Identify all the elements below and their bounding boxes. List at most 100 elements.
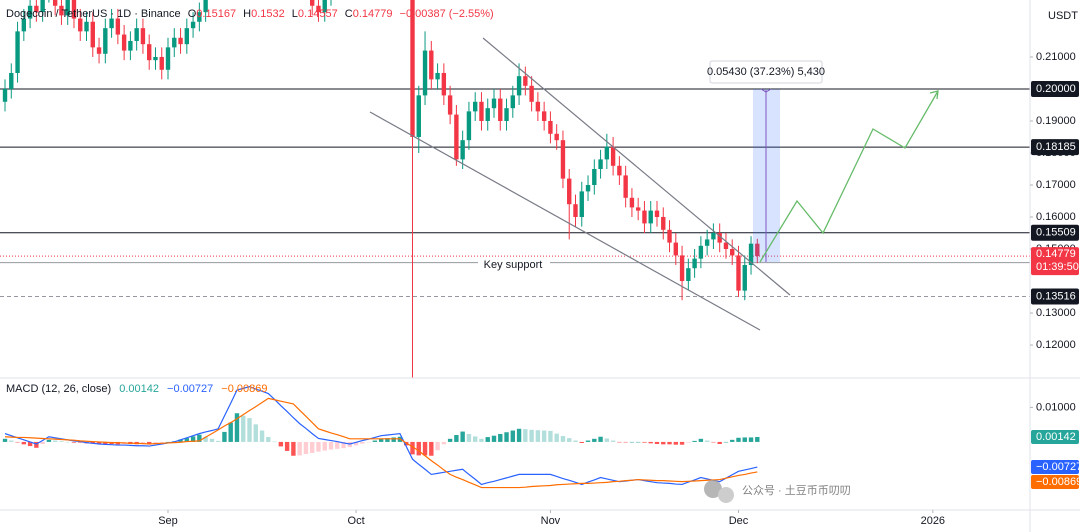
candle-body: [748, 243, 754, 266]
level-label-box: [1031, 139, 1079, 156]
macd-histogram-bar: [711, 441, 716, 443]
y-tick-label: 0.16000: [1036, 211, 1076, 223]
macd-histogram-bar: [360, 441, 365, 444]
macd-histogram-bar: [372, 440, 378, 442]
candle-body: [491, 98, 497, 109]
ohlc-key: L: [292, 8, 298, 20]
y-tick-label: 0.13000: [1036, 307, 1076, 319]
macd-histogram-bar: [755, 437, 760, 442]
macd-histogram-bar: [661, 441, 666, 445]
x-tick-label: Dec: [729, 515, 749, 527]
macd-legend: MACD (12, 26, close) 0.00142 −0.00727 −0…: [6, 383, 267, 395]
ohlc-key: H: [243, 8, 251, 20]
macd-histogram-bar: [529, 429, 534, 442]
macd-histogram-bar: [435, 441, 440, 451]
watermark-icon: [704, 480, 722, 498]
candle-body: [90, 21, 95, 48]
macd-histogram-bar: [165, 441, 171, 443]
macd-histogram-bar: [723, 441, 729, 443]
candle-body: [159, 56, 164, 70]
macd-histogram-bar: [190, 436, 196, 442]
candle-body: [504, 108, 509, 121]
macd-histogram-bar: [535, 430, 541, 442]
macd-histogram-bar: [159, 441, 164, 443]
macd-histogram-bar: [604, 438, 610, 442]
candle-body: [535, 101, 541, 112]
macd-histogram-bar: [748, 437, 754, 442]
macd-histogram-bar: [2, 438, 8, 442]
macd-histogram-bar: [259, 430, 265, 442]
macd-hist-value: 0.00142: [119, 383, 159, 395]
current-price-label: 0.14779: [1036, 248, 1076, 260]
candle-body: [610, 146, 616, 166]
candle-body: [479, 101, 484, 121]
macd-histogram-bar: [504, 432, 509, 442]
candle-body: [165, 47, 171, 70]
macd-histogram-bar: [34, 441, 39, 448]
level-label: 0.20000: [1036, 83, 1076, 95]
candle-body: [147, 44, 152, 61]
macd-histogram-bar: [228, 422, 233, 442]
candle-body: [579, 191, 584, 218]
macd-histogram-bar: [516, 428, 522, 442]
currency-label: USDT: [1048, 10, 1078, 22]
wedge-upper-line: [482, 37, 791, 296]
macd-histogram-bar: [140, 441, 146, 444]
candle-body: [692, 258, 697, 269]
candle-body: [153, 56, 158, 61]
x-tick-label: 2026: [921, 515, 945, 527]
macd-histogram-bar: [197, 434, 202, 442]
macd-histogram-bar: [21, 441, 27, 445]
macd-histogram-bar: [416, 441, 421, 456]
macd-pane: [2, 386, 760, 489]
macd-histogram-bar: [441, 441, 447, 445]
candle-body: [172, 37, 177, 48]
candle-body: [686, 268, 691, 282]
ohlc-key: O: [188, 8, 197, 20]
macd-histogram-bar: [554, 433, 559, 442]
macd-histogram-bar: [316, 441, 321, 452]
level-label-box: [1031, 224, 1079, 241]
macd-line-value: −0.00727: [167, 383, 213, 395]
macd-histogram-bar: [654, 441, 660, 444]
candle-body: [121, 34, 127, 51]
candle-body: [623, 175, 628, 198]
macd-histogram-bar: [328, 441, 334, 450]
y-tick-label: 0.12000: [1036, 339, 1076, 351]
ohlc-value: 0.15167: [196, 8, 236, 20]
ohlc-value: 0.1532: [251, 8, 285, 20]
projection-path: [759, 90, 939, 263]
candle-body: [667, 229, 672, 243]
macd-histogram-bar: [209, 438, 215, 442]
macd-histogram-bar: [335, 441, 340, 449]
macd-histogram-bar: [278, 441, 284, 447]
candle-body: [541, 111, 547, 121]
macd-histogram-bar: [40, 441, 45, 444]
candle-body: [52, 0, 58, 6]
candle-body: [178, 37, 183, 45]
annotation: Key support: [484, 259, 543, 271]
macd-histogram-bar: [472, 436, 478, 442]
candle-body: [441, 72, 447, 96]
candle-body: [9, 72, 14, 89]
macd-histogram-bar: [78, 441, 83, 443]
projection-arrow-head: [929, 90, 939, 100]
macd-histogram-bar: [71, 441, 77, 443]
macd-histogram-bar: [623, 441, 628, 443]
candle-body: [435, 72, 440, 80]
candle-body: [554, 133, 559, 141]
macd-histogram-bar: [585, 440, 591, 442]
x-tick-label: Sep: [158, 515, 178, 527]
y-tick-label: 0.21000: [1036, 51, 1076, 63]
macd-histogram-bar: [686, 441, 691, 443]
x-tick-label: Nov: [541, 515, 561, 527]
macd-histogram-bar: [353, 441, 359, 446]
candle-body: [567, 178, 572, 205]
candle-body: [573, 204, 578, 218]
candle-body: [78, 18, 83, 32]
wedge-lower-line: [369, 111, 761, 331]
candle-body: [310, 0, 315, 6]
macd-histogram-bar: [410, 441, 415, 455]
macd-histogram-bar: [215, 440, 221, 442]
macd-title: MACD (12, 26, close): [6, 383, 111, 395]
